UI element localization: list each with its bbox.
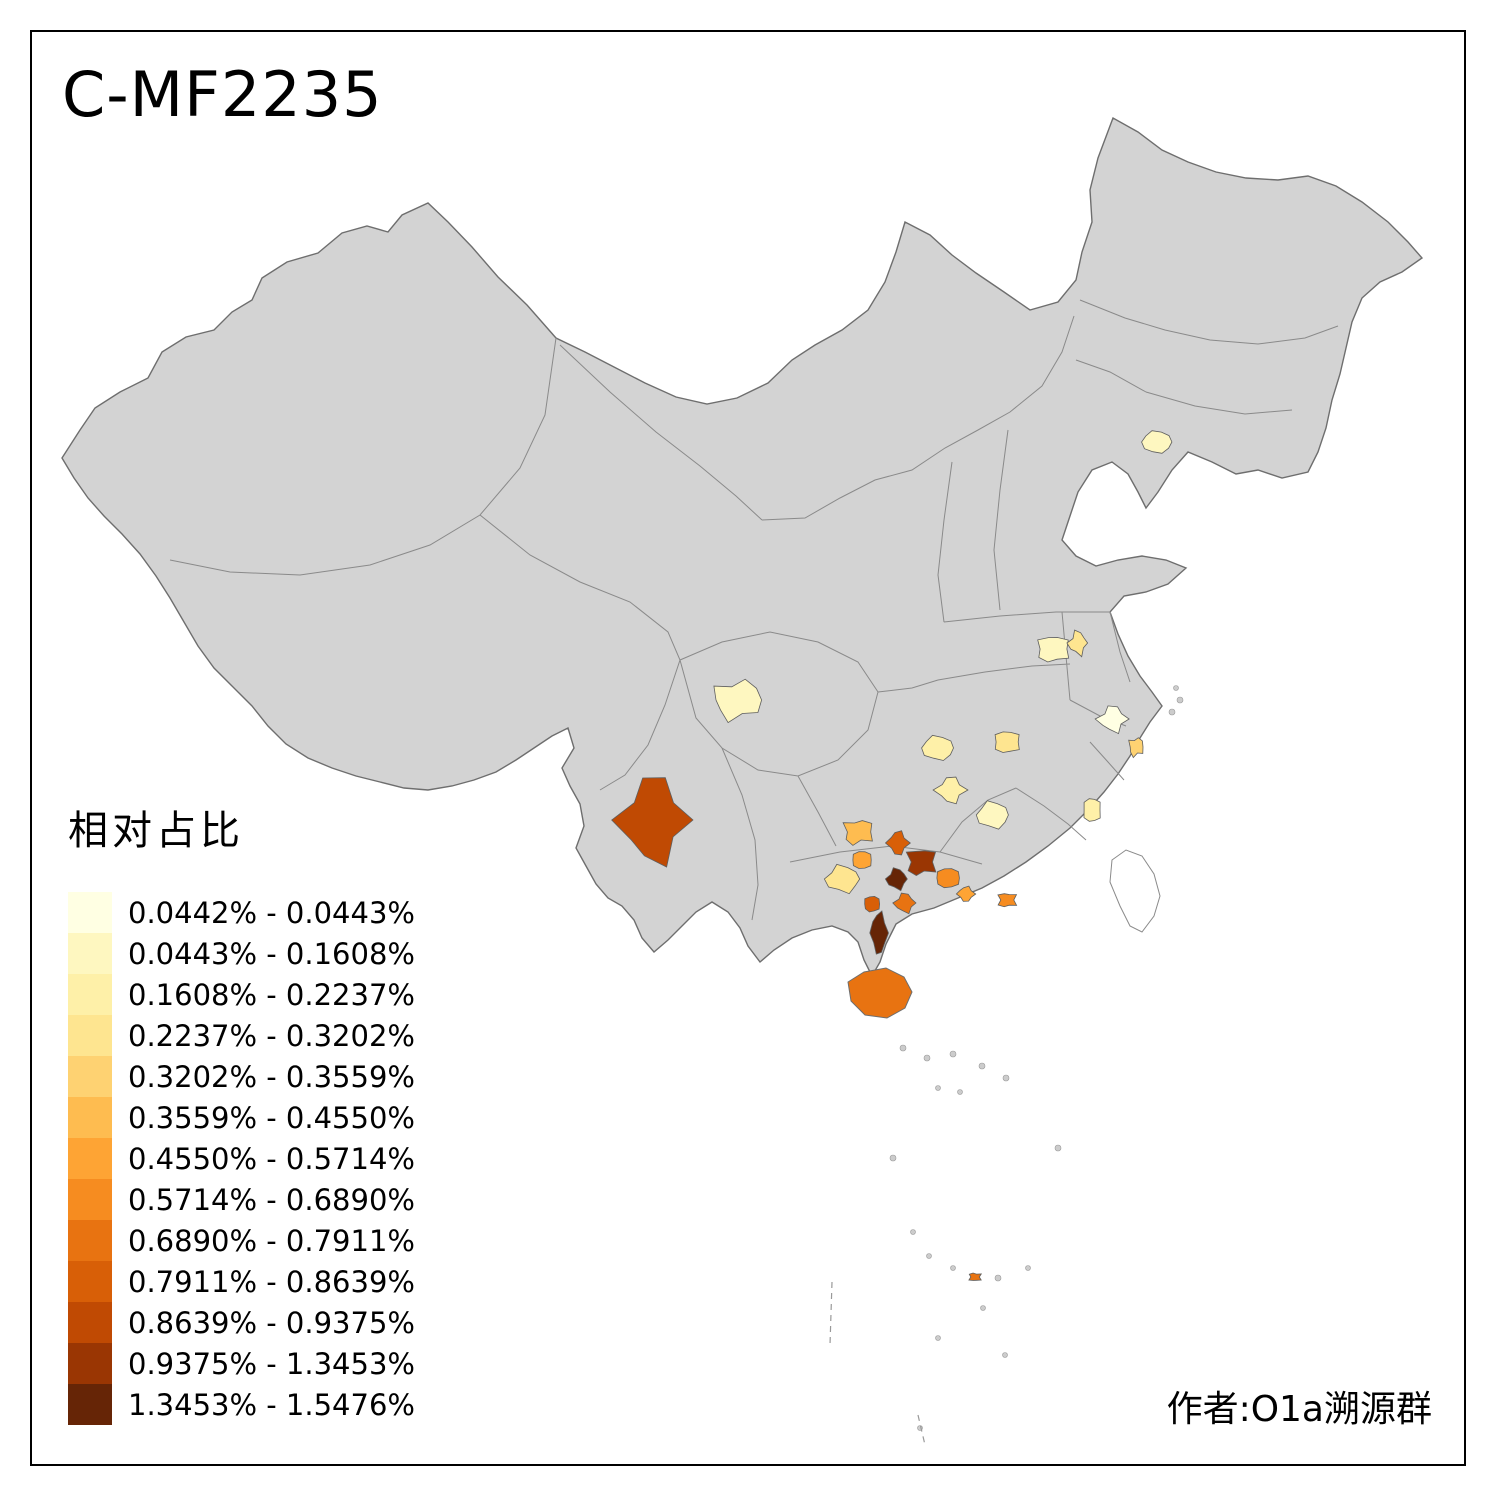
legend-item: 0.7911% - 0.8639% bbox=[68, 1261, 415, 1302]
legend-swatch bbox=[68, 1179, 112, 1220]
legend-label: 0.7911% - 0.8639% bbox=[128, 1264, 415, 1299]
legend-item: 0.0442% - 0.0443% bbox=[68, 892, 415, 933]
sea-boundary-dash bbox=[829, 1281, 926, 1446]
legend-item: 0.3202% - 0.3559% bbox=[68, 1056, 415, 1097]
south-china-sea-islands bbox=[829, 685, 1184, 1446]
taiwan-island bbox=[1109, 849, 1161, 933]
highlight-layer bbox=[611, 430, 1173, 1281]
legend-swatch bbox=[68, 892, 112, 933]
legend-swatch bbox=[68, 933, 112, 974]
legend-label: 0.3202% - 0.3559% bbox=[128, 1059, 415, 1094]
legend-swatch bbox=[68, 1056, 112, 1097]
highlight-region bbox=[611, 777, 694, 868]
legend-label: 0.9375% - 1.3453% bbox=[128, 1346, 415, 1381]
highlight-region bbox=[1037, 637, 1070, 663]
legend: 相对占比 0.0442% - 0.0443% 0.0443% - 0.1608% 0… bbox=[68, 798, 415, 1425]
highlight-region bbox=[884, 830, 911, 856]
highlight-region bbox=[869, 910, 889, 955]
author-credit: 作者:O1a溯源群 bbox=[1166, 1389, 1432, 1430]
legend-swatch bbox=[68, 1261, 112, 1302]
highlight-region bbox=[994, 731, 1020, 753]
legend-swatch bbox=[68, 1384, 112, 1425]
china-mainland bbox=[61, 116, 1424, 978]
legend-item: 0.5714% - 0.6890% bbox=[68, 1179, 415, 1220]
legend-item: 0.4550% - 0.5714% bbox=[68, 1138, 415, 1179]
highlight-region bbox=[1128, 737, 1144, 759]
highlight-region bbox=[852, 851, 872, 869]
highlight-region bbox=[905, 850, 937, 876]
legend-item: 0.2237% - 0.3202% bbox=[68, 1015, 415, 1056]
legend-label: 0.0442% - 0.0443% bbox=[128, 895, 415, 930]
legend-swatch bbox=[68, 1097, 112, 1138]
legend-swatch bbox=[68, 974, 112, 1015]
legend-swatch bbox=[68, 1220, 112, 1261]
legend-swatch bbox=[68, 1138, 112, 1179]
highlight-region bbox=[884, 867, 908, 892]
highlight-region bbox=[892, 892, 917, 915]
legend-label: 0.0443% - 0.1608% bbox=[128, 936, 415, 971]
legend-label: 1.3453% - 1.5476% bbox=[128, 1387, 415, 1422]
highlight-region bbox=[864, 895, 881, 913]
legend-item: 0.3559% - 0.4550% bbox=[68, 1097, 415, 1138]
legend-label: 0.1608% - 0.2237% bbox=[128, 977, 415, 1012]
hainan-island bbox=[847, 967, 913, 1019]
legend-items: 0.0442% - 0.0443% 0.0443% - 0.1608% 0.1608… bbox=[68, 892, 415, 1425]
legend-label: 0.8639% - 0.9375% bbox=[128, 1305, 415, 1340]
legend-swatch bbox=[68, 1343, 112, 1384]
highlight-region bbox=[842, 820, 873, 846]
legend-item: 1.3453% - 1.5476% bbox=[68, 1384, 415, 1425]
legend-label: 0.4550% - 0.5714% bbox=[128, 1141, 415, 1176]
legend-swatch bbox=[68, 1015, 112, 1056]
legend-title: 相对占比 bbox=[68, 808, 244, 854]
highlight-region bbox=[936, 868, 960, 889]
legend-label: 0.2237% - 0.3202% bbox=[128, 1018, 415, 1053]
plot-title: C-MF2235 bbox=[62, 58, 383, 131]
highlight-region bbox=[1083, 798, 1101, 822]
highlight-region bbox=[975, 800, 1009, 830]
legend-label: 0.6890% - 0.7911% bbox=[128, 1223, 415, 1258]
legend-item: 0.9375% - 1.3453% bbox=[68, 1343, 415, 1384]
legend-item: 0.1608% - 0.2237% bbox=[68, 974, 415, 1015]
highlight-region bbox=[955, 885, 977, 902]
highlight-region bbox=[1141, 430, 1173, 454]
legend-item: 0.0443% - 0.1608% bbox=[68, 933, 415, 974]
legend-label: 0.3559% - 0.4550% bbox=[128, 1100, 415, 1135]
highlight-region bbox=[997, 893, 1018, 908]
legend-label: 0.5714% - 0.6890% bbox=[128, 1182, 415, 1217]
highlight-region bbox=[1094, 705, 1130, 735]
highlight-region bbox=[932, 776, 969, 805]
highlight-region bbox=[968, 1272, 983, 1281]
highlight-region bbox=[1066, 629, 1089, 658]
legend-swatch bbox=[68, 1302, 112, 1343]
highlight-region bbox=[921, 734, 954, 761]
legend-item: 0.8639% - 0.9375% bbox=[68, 1302, 415, 1343]
legend-item: 0.6890% - 0.7911% bbox=[68, 1220, 415, 1261]
highlight-region bbox=[823, 863, 861, 895]
highlight-region bbox=[713, 678, 763, 724]
